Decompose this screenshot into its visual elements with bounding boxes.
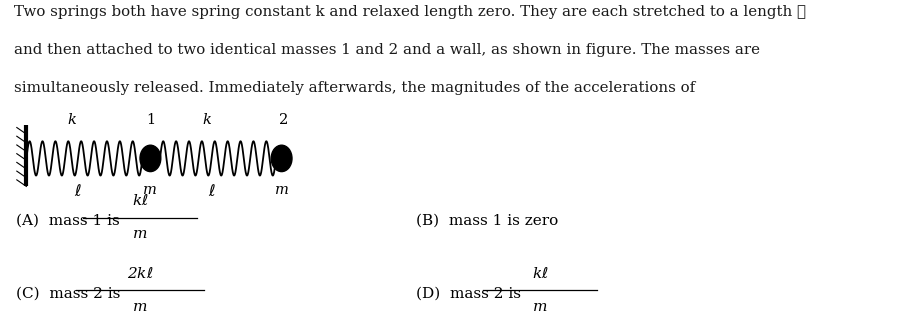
Text: $\ell$: $\ell$	[208, 183, 216, 199]
Text: 2k$\ell$: 2k$\ell$	[126, 266, 153, 280]
Text: m: m	[133, 227, 147, 241]
Text: m: m	[275, 183, 288, 197]
Text: k: k	[201, 113, 210, 127]
Ellipse shape	[140, 145, 161, 172]
Text: 1: 1	[145, 113, 154, 127]
Text: and then attached to two identical masses 1 and 2 and a wall, as shown in figure: and then attached to two identical masse…	[14, 43, 759, 57]
Text: k: k	[68, 113, 77, 127]
Text: (A)  mass 1 is: (A) mass 1 is	[16, 214, 119, 228]
Text: (B)  mass 1 is zero: (B) mass 1 is zero	[415, 214, 558, 228]
Text: (C)  mass 2 is: (C) mass 2 is	[16, 287, 120, 301]
Text: simultaneously released. Immediately afterwards, the magnitudes of the accelerat: simultaneously released. Immediately aft…	[14, 81, 695, 95]
Text: k$\ell$: k$\ell$	[132, 193, 148, 208]
Text: m: m	[144, 183, 157, 197]
Text: (D)  mass 2 is: (D) mass 2 is	[415, 287, 520, 301]
Ellipse shape	[271, 145, 292, 172]
Text: k$\ell$: k$\ell$	[531, 266, 548, 280]
Text: m: m	[532, 300, 546, 313]
Text: $\ell$: $\ell$	[74, 183, 82, 199]
Text: m: m	[133, 300, 147, 313]
Text: 2: 2	[279, 113, 288, 127]
Text: Two springs both have spring constant k and relaxed length zero. They are each s: Two springs both have spring constant k …	[14, 5, 805, 19]
